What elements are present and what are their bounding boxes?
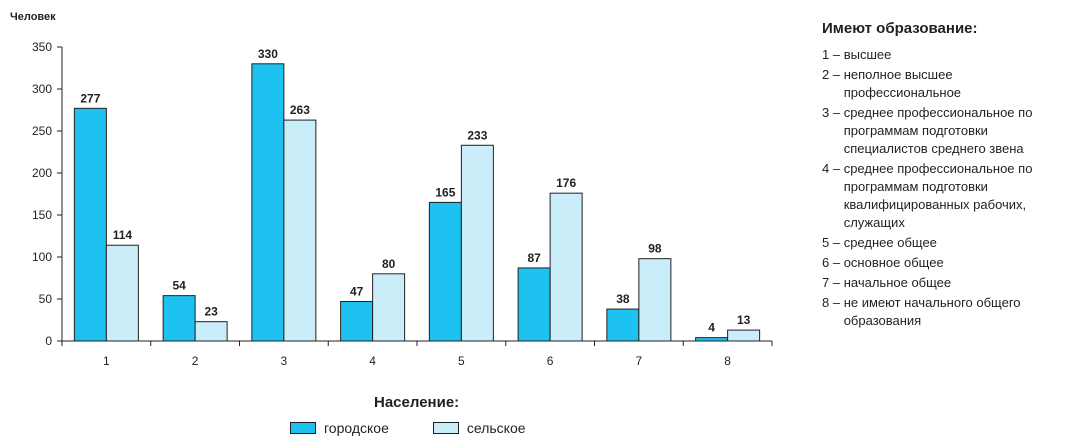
education-code: 4	[822, 161, 830, 176]
education-dash: –	[829, 47, 844, 62]
bar-rural	[549, 192, 583, 342]
legend-swatch-rural	[432, 422, 459, 434]
education-text: начальное общее	[843, 275, 952, 290]
y-axis: 0 50 100 150 200 250 300 350	[32, 40, 63, 348]
bar-urban	[606, 308, 640, 342]
education-dash: –	[829, 161, 844, 176]
x-tick-label: 1	[103, 354, 110, 368]
bar-rural	[372, 273, 406, 342]
x-tick-label: 5	[458, 354, 465, 368]
data-label: 13	[737, 313, 751, 327]
legend-label-rural: сельское	[466, 420, 526, 436]
bar-rural	[727, 329, 761, 342]
y-tick-label: 300	[32, 82, 52, 96]
bar-urban	[340, 301, 374, 342]
data-label: 47	[350, 285, 364, 299]
y-tick-label: 0	[45, 334, 52, 348]
bar-rural	[638, 258, 672, 342]
education-text: высшее	[843, 47, 892, 62]
education-legend-title: Имеют образование:	[822, 20, 978, 37]
data-label: 38	[616, 292, 630, 306]
education-text: не имеют начального общего образования	[843, 295, 1021, 328]
education-legend-item: 5 – среднее общее	[822, 234, 1072, 252]
data-label: 54	[172, 279, 186, 293]
bar-rural	[460, 144, 494, 342]
bar-rural	[194, 321, 228, 342]
data-label: 165	[435, 185, 455, 199]
education-text: неполное высшее профессиональное	[843, 67, 962, 100]
education-text: среднее общее	[843, 235, 937, 250]
data-label: 233	[467, 128, 487, 142]
bar-urban	[73, 107, 107, 342]
education-dash: –	[829, 295, 844, 310]
x-tick-label: 8	[724, 354, 731, 368]
x-tick-label: 6	[547, 354, 554, 368]
bar-rural	[283, 119, 317, 342]
x-tick-label: 4	[369, 354, 376, 368]
education-code: 7	[822, 275, 830, 290]
education-legend-item: 1 – высшее	[822, 46, 1072, 64]
education-legend-item: 2 – неполное высшее профессиональное	[822, 66, 1072, 102]
legend-title: Население:	[374, 394, 460, 411]
data-label: 176	[556, 176, 576, 190]
y-axis-label: Человек	[10, 11, 56, 23]
x-tick-label: 2	[192, 354, 199, 368]
legend-label-urban: городское	[324, 420, 389, 436]
data-label: 80	[382, 257, 396, 271]
education-text: среднее профессиональное по программам п…	[843, 105, 1033, 156]
bar-urban	[251, 63, 285, 342]
education-text: среднее профессиональное по программам п…	[843, 161, 1033, 230]
education-legend-item: 6 – основное общее	[822, 254, 1072, 272]
data-label: 23	[204, 305, 218, 319]
data-label: 277	[80, 91, 100, 105]
education-dash: –	[829, 105, 844, 120]
education-legend: Имеют образование: 1 – высшее 2 – неполно…	[822, 20, 1072, 332]
education-text: основное общее	[843, 255, 944, 270]
education-code: 8	[822, 295, 830, 310]
education-dash: –	[829, 275, 844, 290]
data-label: 98	[648, 242, 662, 256]
education-code: 1	[822, 47, 830, 62]
legend: городское сельское	[290, 420, 526, 436]
education-legend-item: 4 – среднее профессиональное по программ…	[822, 160, 1072, 232]
y-tick-label: 50	[39, 292, 53, 306]
y-tick-label: 250	[32, 124, 52, 138]
data-label: 263	[290, 103, 310, 117]
data-label: 114	[113, 228, 133, 242]
data-label: 330	[258, 47, 278, 61]
legend-item-rural: сельское	[432, 420, 526, 436]
bar-urban	[517, 267, 551, 342]
education-dash: –	[829, 235, 844, 250]
education-code: 2	[822, 67, 830, 82]
data-label: 87	[527, 251, 541, 265]
education-legend-item: 8 – не имеют начального общего образован…	[822, 294, 1072, 330]
x-axis: 1 2 3 4 5 6 7 8	[61, 340, 773, 368]
bars: 277 114 54 23 330 263 47 80 165 233 87 176 38 98 4 13	[73, 47, 761, 342]
legend-swatch-urban	[290, 422, 316, 434]
x-tick-label: 3	[281, 354, 288, 368]
y-tick-label: 350	[32, 40, 52, 54]
legend-item-urban: городское	[290, 420, 389, 436]
education-code: 3	[822, 105, 830, 120]
education-code: 6	[822, 255, 830, 270]
education-code: 5	[822, 235, 830, 250]
y-tick-label: 200	[32, 166, 52, 180]
y-tick-label: 100	[32, 250, 52, 264]
education-legend-item: 3 – среднее профессиональное по программ…	[822, 104, 1072, 158]
education-dash: –	[829, 255, 844, 270]
y-tick-label: 150	[32, 208, 52, 222]
education-dash: –	[829, 67, 844, 82]
x-tick-label: 7	[636, 354, 643, 368]
bar-rural	[105, 244, 139, 342]
bar-urban	[695, 337, 729, 342]
bar-urban	[162, 295, 196, 342]
education-legend-item: 7 – начальное общее	[822, 274, 1072, 292]
data-label: 4	[708, 321, 715, 335]
bar-urban	[428, 201, 462, 342]
